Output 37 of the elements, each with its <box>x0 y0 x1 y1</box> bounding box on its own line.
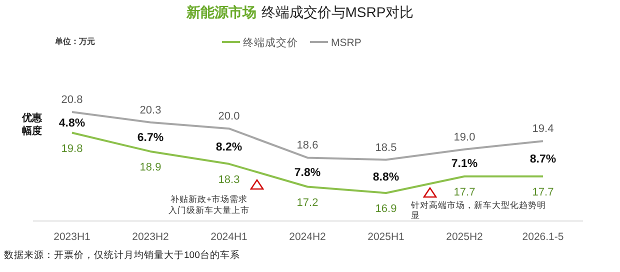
x-tick-label: 2024H2 <box>289 231 326 243</box>
x-tick-label: 2023H2 <box>132 231 170 243</box>
annotation: 8.2% <box>216 141 242 154</box>
data-label: 17.7 <box>532 186 554 198</box>
x-tick-label: 2025H2 <box>446 231 484 243</box>
legend-label: MSRP <box>331 37 362 49</box>
data-label: 19.4 <box>532 123 554 136</box>
data-label: 20.3 <box>140 104 162 116</box>
chart-title: 新能源市场 <box>185 4 256 20</box>
data-label: 18.6 <box>296 140 318 152</box>
annotation: 4.8% <box>58 117 86 130</box>
text: 单位：万元 <box>54 37 95 46</box>
annotation: 8.8% <box>372 171 400 184</box>
data-label: 18.5 <box>375 142 397 154</box>
x-tick-label: 2026.1-5 <box>522 231 564 243</box>
source-note: 数据来源：开票价，仅统计月均销量大于100台的车系 <box>4 249 240 261</box>
x-tick-label: 2025H1 <box>368 231 405 243</box>
data-label: 20.0 <box>218 110 240 123</box>
data-label: 20.8 <box>61 94 83 106</box>
annotation: 7.8% <box>294 167 321 180</box>
annotation: 8.7% <box>530 154 556 166</box>
annotation: 6.7% <box>137 132 164 144</box>
data-label: 18.3 <box>218 174 240 186</box>
data-label: 19.8 <box>61 142 83 155</box>
legend-label: 终端成交价 <box>243 36 298 49</box>
data-label: 18.9 <box>140 161 162 174</box>
x-tick-label: 2024H1 <box>210 231 248 243</box>
data-label: 16.9 <box>375 203 397 215</box>
chart-subtitle: 终端成交价与MSRP对比 <box>261 4 414 20</box>
data-label: 19.0 <box>454 131 476 144</box>
x-tick-label: 2023H1 <box>54 231 91 243</box>
text: 针对高端市场，新车大型化趋势明显 <box>410 200 546 220</box>
data-label: 17.7 <box>454 186 476 198</box>
data-label: 17.2 <box>296 196 318 209</box>
annotation: 优惠幅度 <box>21 112 43 137</box>
text: 补贴新政+市场需求入门级新车大量上市 <box>168 194 250 215</box>
annotation: 7.1% <box>451 158 478 170</box>
